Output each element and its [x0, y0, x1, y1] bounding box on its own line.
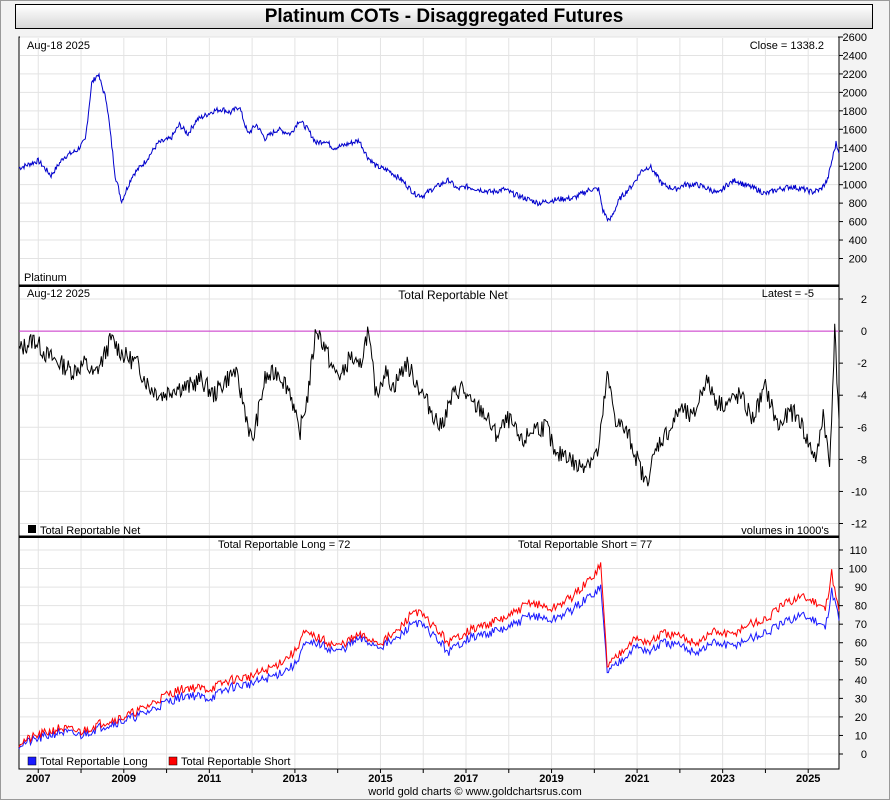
price-series-line	[18, 72, 840, 223]
y-tick-label: 2400	[843, 50, 867, 62]
y-tick-label: 600	[849, 217, 867, 229]
y-tick-label: 2600	[843, 32, 867, 44]
x-axis: 2007 2009 2011 2013 2015 2017 2019 2021 2023 2025	[26, 769, 820, 785]
y-tick-label: 1800	[843, 106, 867, 118]
net-y-axis: 2 0 -2 -4 -6 -8 -10 -12	[839, 294, 867, 531]
short-value-label: Total Reportable Short = 77	[518, 539, 652, 551]
x-tick-label: 2023	[710, 773, 734, 785]
y-tick-label: 2200	[843, 69, 867, 81]
price-close-label: Close = 1338.2	[750, 40, 824, 52]
x-tick-label: 2017	[454, 773, 478, 785]
y-tick-label: -12	[851, 519, 867, 531]
long-legend-label: Total Reportable Long	[40, 756, 148, 768]
short-series-line	[18, 562, 840, 748]
y-tick-label: -8	[857, 454, 867, 466]
chart-title: Platinum COTs - Disaggregated Futures	[264, 6, 624, 27]
y-tick-label: 70	[855, 619, 867, 631]
net-legend-label: Total Reportable Net	[40, 525, 140, 537]
x-tick-label: 2015	[368, 773, 392, 785]
x-tick-label: 2019	[539, 773, 563, 785]
price-y-axis: 2600 2400 2200 2000 1800 1600 1400 1200 1000 800 6…	[839, 32, 867, 266]
long-value-label: Total Reportable Long = 72	[218, 539, 350, 551]
y-tick-label: 60	[855, 638, 867, 650]
y-tick-label: -10	[851, 486, 867, 498]
y-tick-label: 400	[849, 235, 867, 247]
price-panel: 2600 2400 2200 2000 1800 1600 1400 1200 1000 800 6…	[18, 32, 867, 286]
y-tick-label: 80	[855, 601, 867, 613]
y-tick-label: 2000	[843, 87, 867, 99]
credit-label: world gold charts © www.goldchartsrus.co…	[367, 786, 582, 798]
x-tick-label: 2011	[197, 773, 221, 785]
y-tick-label: 1200	[843, 161, 867, 173]
price-name-label: Platinum	[24, 272, 67, 284]
short-legend-label: Total Reportable Short	[181, 756, 290, 768]
net-units-label: volumes in 1000's	[741, 525, 829, 537]
y-tick-label: 0	[861, 749, 867, 761]
long-legend-swatch	[27, 756, 37, 766]
net-series-line	[18, 323, 840, 487]
x-tick-label: 2007	[26, 773, 50, 785]
y-tick-label: 100	[849, 564, 867, 576]
short-legend-swatch	[168, 756, 178, 766]
net-latest-label: Latest = -5	[762, 288, 814, 300]
net-date-label: Aug-12 2025	[27, 288, 90, 300]
y-tick-label: 800	[849, 198, 867, 210]
positions-grid	[20, 538, 838, 768]
y-tick-label: 200	[849, 254, 867, 266]
long-series-line	[18, 584, 840, 750]
price-date-label: Aug-18 2025	[27, 40, 90, 52]
y-tick-label: -2	[857, 358, 867, 370]
title-bar: Platinum COTs - Disaggregated Futures	[15, 4, 873, 29]
price-grid	[20, 36, 838, 284]
y-tick-label: -4	[857, 390, 867, 402]
x-tick-label: 2009	[112, 773, 136, 785]
y-tick-label: -6	[857, 422, 867, 434]
net-legend-swatch	[28, 525, 36, 533]
y-tick-label: 90	[855, 582, 867, 594]
net-panel: 2 0 -2 -4 -6 -8 -10 -12 Aug-12 2025 Total Repor…	[18, 285, 867, 537]
x-tick-label: 2021	[625, 773, 649, 785]
net-panel-title: Total Reportable Net	[398, 288, 508, 302]
x-tick-label: 2013	[283, 773, 307, 785]
x-tick-label: 2025	[796, 773, 820, 785]
y-tick-label: 110	[849, 545, 867, 557]
y-tick-label: 10	[855, 730, 867, 742]
y-tick-label: 30	[855, 693, 867, 705]
y-tick-label: 50	[855, 656, 867, 668]
y-tick-label: 1400	[843, 143, 867, 155]
y-tick-label: 0	[861, 326, 867, 338]
positions-panel-bg	[18, 536, 840, 770]
y-tick-label: 40	[855, 675, 867, 687]
price-panel-bg	[18, 36, 840, 286]
y-tick-label: 2	[861, 294, 867, 306]
y-tick-label: 1000	[843, 180, 867, 192]
y-tick-label: 1600	[843, 124, 867, 136]
y-tick-label: 20	[855, 712, 867, 724]
